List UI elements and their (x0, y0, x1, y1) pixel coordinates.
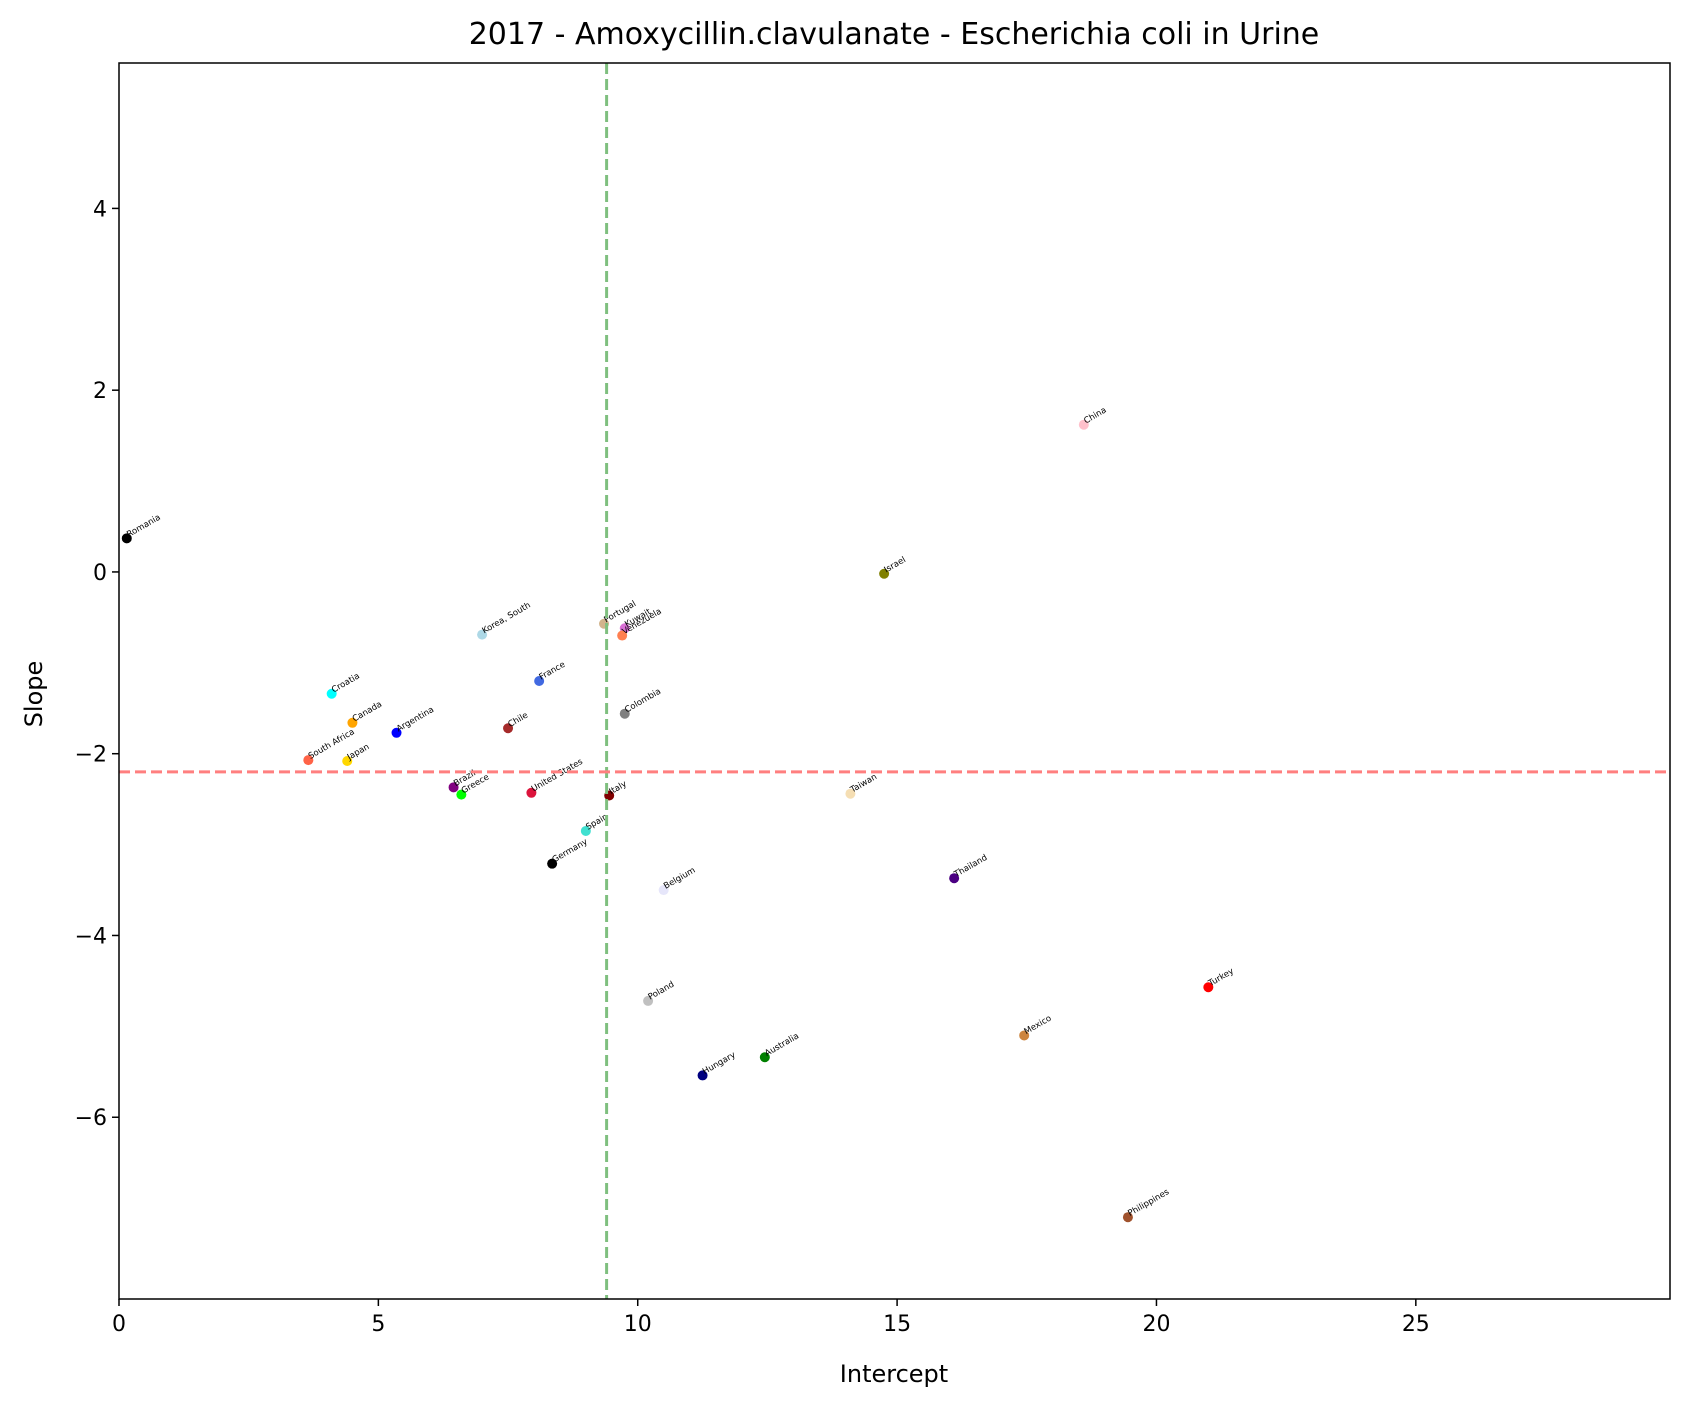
data-point-15 (448, 782, 459, 793)
data-point-26 (1019, 1030, 1030, 1041)
data-point-9 (326, 688, 337, 699)
data-point-27 (759, 1052, 770, 1063)
y-tick-label-4: −4 (75, 924, 107, 949)
data-point-19 (845, 788, 856, 799)
data-point-21 (547, 858, 558, 869)
chart-title: 2017 - Amoxycillin.clavulanate - Escheri… (469, 17, 1320, 52)
axes-frame (118, 62, 1671, 1300)
x-tick-label-3: 15 (883, 1312, 911, 1337)
data-point-22 (658, 885, 669, 896)
y-axis-label: Slope (20, 661, 48, 728)
data-point-12 (503, 723, 514, 734)
data-point-17 (526, 787, 537, 798)
data-point-3 (477, 629, 488, 640)
data-point-6 (617, 630, 628, 641)
y-tick-label-5: −6 (75, 1106, 107, 1131)
y-tick-label-3: −2 (75, 743, 107, 768)
data-point-1 (1078, 419, 1089, 430)
data-point-14 (342, 755, 353, 766)
data-point-23 (949, 873, 960, 884)
data-point-25 (1203, 982, 1214, 993)
data-point-24 (643, 995, 654, 1006)
x-tick-label-2: 10 (624, 1312, 652, 1337)
data-point-28 (697, 1070, 708, 1081)
data-point-2 (879, 568, 890, 579)
data-point-13 (303, 755, 314, 766)
data-point-16 (456, 789, 467, 800)
data-point-7 (534, 676, 545, 686)
data-point-29 (1122, 1212, 1133, 1223)
y-tick-label-0: 4 (93, 197, 107, 222)
data-point-10 (347, 717, 358, 728)
x-tick-label-1: 5 (371, 1312, 385, 1337)
x-tick-label-0: 0 (112, 1312, 126, 1337)
y-tick-label-1: 2 (93, 379, 107, 404)
data-point-0 (121, 533, 132, 544)
data-point-11 (391, 727, 402, 738)
data-point-20 (580, 825, 591, 836)
x-tick-label-5: 25 (1402, 1312, 1430, 1337)
x-axis-label: Intercept (840, 1360, 948, 1388)
data-point-8 (619, 708, 630, 719)
y-tick-label-2: 0 (93, 561, 107, 586)
x-tick-label-4: 20 (1142, 1312, 1170, 1337)
